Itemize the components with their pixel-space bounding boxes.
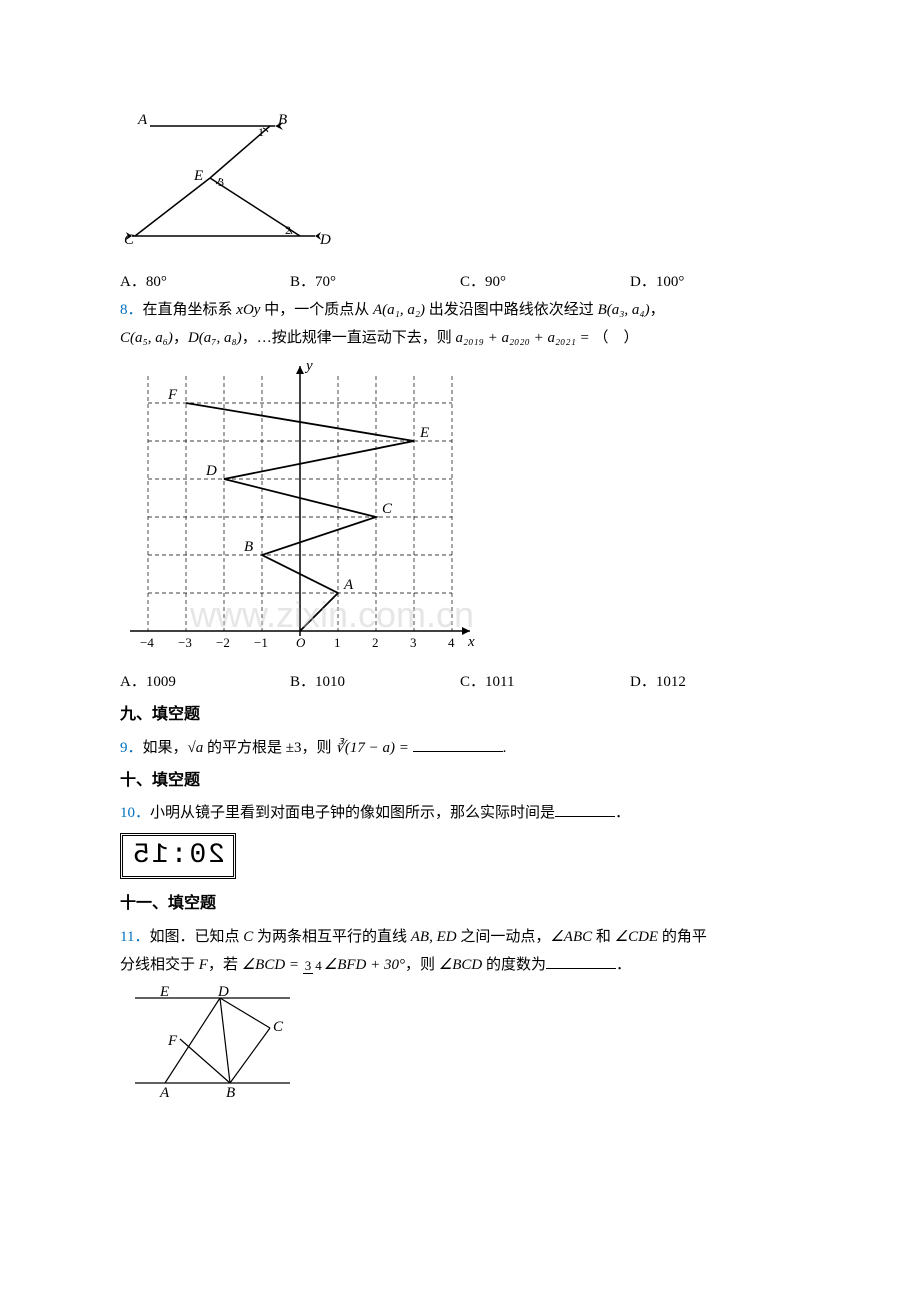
q8-opt-a[interactable]: A．1009 xyxy=(120,670,290,694)
q7-svg: A B C D E 1 2 3 xyxy=(120,106,340,256)
q7-label-B: B xyxy=(278,112,287,128)
q7-label-E: E xyxy=(193,168,203,184)
q7-n1: 1 xyxy=(258,125,264,139)
q10-num: 10． xyxy=(120,805,150,821)
svg-text:C: C xyxy=(382,501,393,517)
q9-num: 9． xyxy=(120,740,143,756)
svg-text:E: E xyxy=(419,425,429,441)
svg-text:F: F xyxy=(167,387,178,403)
q11-svg: E D A B F C xyxy=(120,983,320,1103)
q11-frac: 34 xyxy=(303,959,324,972)
svg-text:−1: −1 xyxy=(254,635,268,650)
svg-text:−3: −3 xyxy=(178,635,192,650)
q7-opt-c[interactable]: C．90° xyxy=(460,270,630,294)
q11-A: A xyxy=(159,1085,170,1101)
svg-text:3: 3 xyxy=(410,635,417,650)
q11-D: D xyxy=(217,984,229,1000)
clock-display: 20:15 xyxy=(131,842,225,870)
q11-blank[interactable] xyxy=(546,953,616,969)
q7-label-A: A xyxy=(137,112,148,128)
q7-opt-b[interactable]: B．70° xyxy=(290,270,460,294)
q8-svg: y x −4 −3 −2 −1 O 1 2 3 4 A B C D E F xyxy=(120,356,480,656)
svg-text:4: 4 xyxy=(448,635,455,650)
svg-text:−2: −2 xyxy=(216,635,230,650)
svg-text:O: O xyxy=(296,635,306,650)
q7-opt-a[interactable]: A．80° xyxy=(120,270,290,294)
q8-opt-b[interactable]: B．1010 xyxy=(290,670,460,694)
section-10: 十、填空题 xyxy=(120,768,800,794)
q8-num: 8． xyxy=(120,302,143,318)
q11-Clab: C xyxy=(273,1019,284,1035)
q11-E: E xyxy=(159,984,169,1000)
svg-text:2: 2 xyxy=(372,635,379,650)
q7-figure: A B C D E 1 2 3 xyxy=(120,106,800,264)
q11-F: F xyxy=(167,1033,178,1049)
q8-line2: C(a₅, a₆)，D(a₇, a₈)，…按此规律一直运动下去，则 a₂₀₁₉ … xyxy=(120,326,800,350)
svg-text:A: A xyxy=(343,577,354,593)
q8-xlabel: x xyxy=(467,634,475,650)
q8-opt-d[interactable]: D．1012 xyxy=(630,670,800,694)
q10-clock-figure: 20:15 xyxy=(120,829,800,883)
svg-text:1: 1 xyxy=(334,635,341,650)
q11-line1: 11．如图．已知点 C 为两条相互平行的直线 AB, ED 之间一动点，∠ABC… xyxy=(120,925,800,949)
q7-label-D: D xyxy=(319,232,331,248)
q8-figure: y x −4−3−2−1O1234 ABCDEF www.zixin.com.c… xyxy=(120,356,800,664)
q7-label-C: C xyxy=(124,232,135,248)
svg-text:−4: −4 xyxy=(140,635,154,650)
q8-line1: 8．在直角坐标系 xOy 中，一个质点从 A(a₁, a₂) 出发沿图中路线依次… xyxy=(120,298,800,322)
svg-text:B: B xyxy=(244,539,253,555)
q8-ylabel: y xyxy=(304,358,313,374)
section-11: 十一、填空题 xyxy=(120,891,800,917)
svg-text:D: D xyxy=(205,463,217,479)
q8-opt-c[interactable]: C．1011 xyxy=(460,670,630,694)
q9-blank[interactable] xyxy=(413,736,503,752)
q9: 9．如果，√a 的平方根是 ±3，则 ∛(17 − a) = . xyxy=(120,736,800,760)
q7-options: A．80° B．70° C．90° D．100° xyxy=(120,270,800,294)
q11-B: B xyxy=(226,1085,235,1101)
q11-num: 11． xyxy=(120,929,149,945)
q7-opt-d[interactable]: D．100° xyxy=(630,270,800,294)
q10: 10．小明从镜子里看到对面电子钟的像如图所示，那么实际时间是． xyxy=(120,801,800,825)
q8-options: A．1009 B．1010 C．1011 D．1012 xyxy=(120,670,800,694)
q11-line2: 分线相交于 F，若 ∠BCD = 34∠BFD + 30°，则 ∠BCD 的度数… xyxy=(120,953,800,977)
q10-blank[interactable] xyxy=(555,801,615,817)
section-9: 九、填空题 xyxy=(120,702,800,728)
q11-figure: E D A B F C xyxy=(120,983,800,1111)
